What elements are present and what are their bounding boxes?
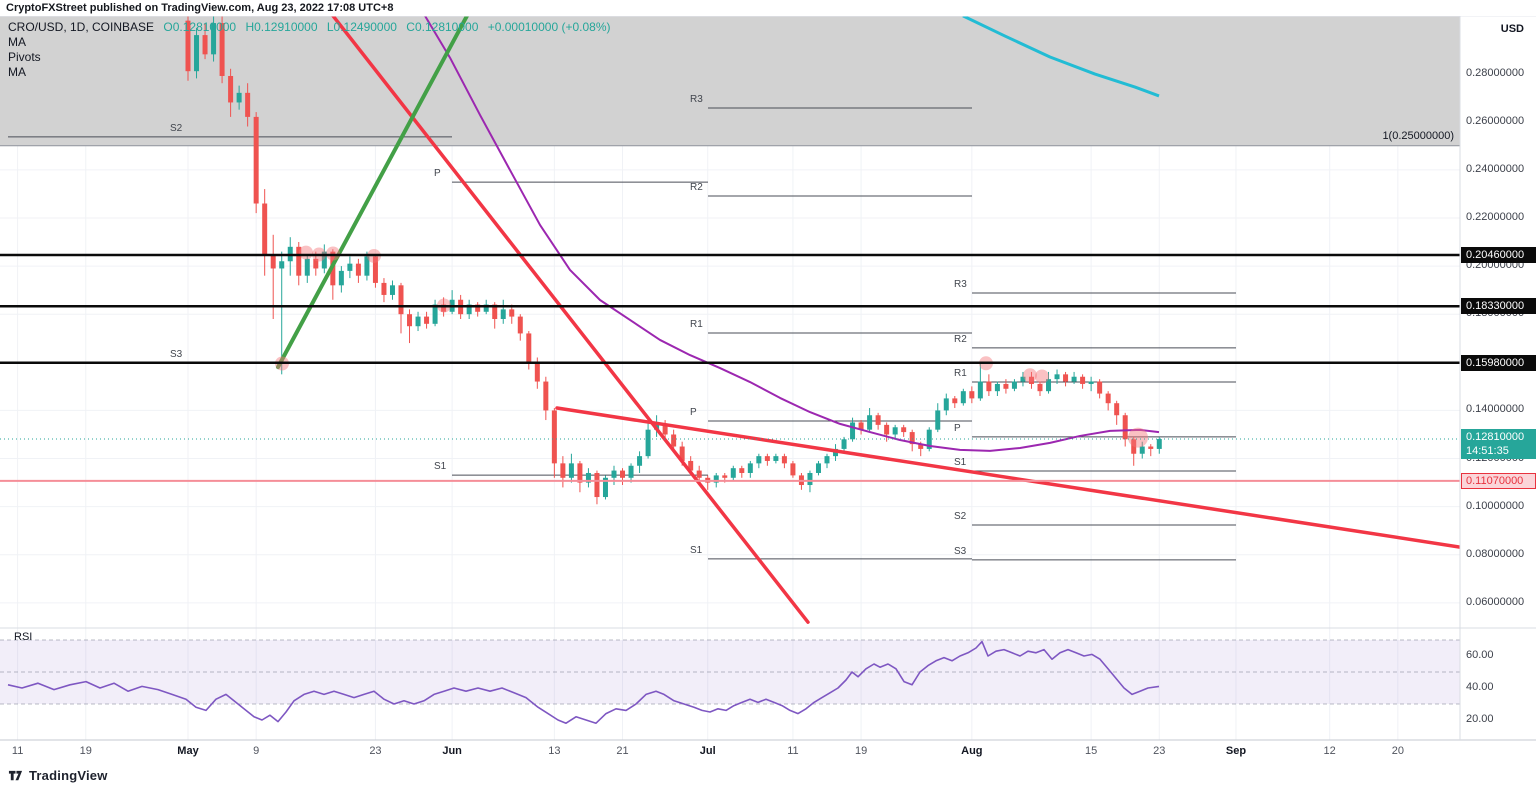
ma-cyan-line <box>962 16 1160 98</box>
time-tick-label: 23 <box>369 745 382 757</box>
attribution-bar: CryptoFXStreet published on TradingView.… <box>0 0 1536 16</box>
time-tick-label: 19 <box>79 745 92 757</box>
tradingview-brand[interactable]: TradingView <box>29 768 108 783</box>
time-tick-label: 11 <box>787 745 799 757</box>
time-tick-label: 20 <box>1391 745 1404 757</box>
time-tick-label: 11 <box>11 745 24 757</box>
price-tick-label: 0.06000000 <box>1466 595 1525 608</box>
pivot-label-r3: R3 <box>954 279 967 290</box>
pivot-label-r2: R2 <box>954 333 967 345</box>
gray-zone <box>0 16 1460 146</box>
time-tick-label: Sep <box>1225 745 1247 757</box>
pivot-label-s3: S3 <box>170 348 183 360</box>
zone-price-label: 1(0.25000000) <box>1382 130 1454 142</box>
pivot-label-s2: S2 <box>170 122 183 134</box>
price-level-badge: 0.15980000 <box>1461 354 1536 371</box>
legend: CRO/USD, 1D, COINBASE O0.12810000 H0.129… <box>8 20 610 80</box>
pivot-label-r2: R2 <box>690 182 703 194</box>
legend-indicator-ma1[interactable]: MA <box>8 35 610 50</box>
legend-indicator-ma2[interactable]: MA <box>8 65 610 80</box>
trendline-2 <box>276 16 469 370</box>
price-tick-label: 0.14000000 <box>1466 403 1525 416</box>
pivot-marker <box>1035 369 1049 384</box>
legend-indicator-pivots[interactable]: Pivots <box>8 50 610 65</box>
price-pane <box>0 16 1460 624</box>
price-level-badge: 0.18330000 <box>1461 298 1536 315</box>
ohlc-low: L0.12490000 <box>326 20 397 34</box>
price-tick-label: 0.08000000 <box>1466 547 1525 560</box>
ohlc-open: O0.12810000 <box>163 20 237 34</box>
price-tick-label: 0.10000000 <box>1466 499 1525 512</box>
time-tick-label: Aug <box>961 745 983 757</box>
price-tick-label: 0.24000000 <box>1466 162 1525 175</box>
pivot-label-s1: S1 <box>954 457 967 469</box>
indicator-ma1-label[interactable]: MA <box>8 35 26 49</box>
rsi-line <box>7 640 1160 725</box>
ohlc-high: H0.12910000 <box>245 20 318 34</box>
alert-price-badge: 0.11070000 <box>1461 473 1536 489</box>
pivot-label-r1: R1 <box>954 368 967 380</box>
current-price-badge: 0.12810000 14:51:35 <box>1461 429 1536 459</box>
time-tick-label: 21 <box>616 745 629 757</box>
attribution-text: CryptoFXStreet published on TradingView.… <box>6 2 394 14</box>
symbol-title[interactable]: CRO/USD, 1D, COINBASE <box>8 20 155 34</box>
price-tick-label: 0.26000000 <box>1466 114 1525 127</box>
ohlc-close: C0.12810000 <box>406 20 479 34</box>
ohlc-change: +0.00010000 (+0.08%) <box>487 20 611 34</box>
time-tick-label: 15 <box>1084 745 1098 757</box>
pivot-label-p: P <box>434 168 441 180</box>
pivot-label-r1: R1 <box>690 318 703 330</box>
indicator-pivots-label[interactable]: Pivots <box>8 50 41 64</box>
rsi-pane <box>0 639 1460 725</box>
price-axis-currency: USD <box>1500 23 1524 35</box>
candles <box>185 16 1162 505</box>
rsi-tick-label: 40.00 <box>1466 681 1494 693</box>
time-tick-label: 13 <box>548 745 561 757</box>
pivot-label-s2: S2 <box>954 510 967 522</box>
pivot-label-s3: S3 <box>954 545 967 557</box>
price-tick-label: 0.28000000 <box>1466 66 1525 79</box>
time-tick-label: May <box>177 745 199 757</box>
pivot-marker <box>326 246 340 261</box>
pivot-label-s1: S1 <box>434 461 447 473</box>
indicator-ma2-label[interactable]: MA <box>8 65 26 79</box>
rsi-tick-label: 20.00 <box>1466 713 1494 725</box>
time-tick-label: 19 <box>854 745 868 757</box>
legend-symbol-row[interactable]: CRO/USD, 1D, COINBASE O0.12810000 H0.129… <box>8 20 610 35</box>
tradingview-logo-icon <box>8 770 23 781</box>
price-level-badge: 0.20460000 <box>1461 247 1536 263</box>
rsi-pane-label[interactable]: RSI <box>14 631 33 643</box>
footer: TradingView <box>8 768 108 783</box>
rsi-tick-label: 60.00 <box>1466 649 1494 661</box>
pivot-marker <box>1128 427 1148 448</box>
time-tick-label: 9 <box>253 745 260 757</box>
candle-countdown: 14:51:35 <box>1466 445 1509 457</box>
pivot-label-s1: S1 <box>690 544 703 556</box>
pivot-label-p: P <box>954 422 961 434</box>
price-tick-label: 0.22000000 <box>1466 210 1525 223</box>
time-tick-label: 23 <box>1153 745 1166 757</box>
pivot-marker <box>1023 368 1037 383</box>
time-tick-label: Jul <box>699 745 716 757</box>
pivot-label-p: P <box>690 407 697 418</box>
alert-price-value: 0.11070000 <box>1466 475 1524 487</box>
pivot-label-r3: R3 <box>690 93 703 105</box>
time-tick-label: Jun <box>442 745 462 757</box>
ma-purple-line <box>424 16 1160 452</box>
trendline-1 <box>555 406 1460 549</box>
current-price-value: 0.12810000 <box>1466 431 1525 443</box>
time-tick-label: 12 <box>1323 745 1336 757</box>
